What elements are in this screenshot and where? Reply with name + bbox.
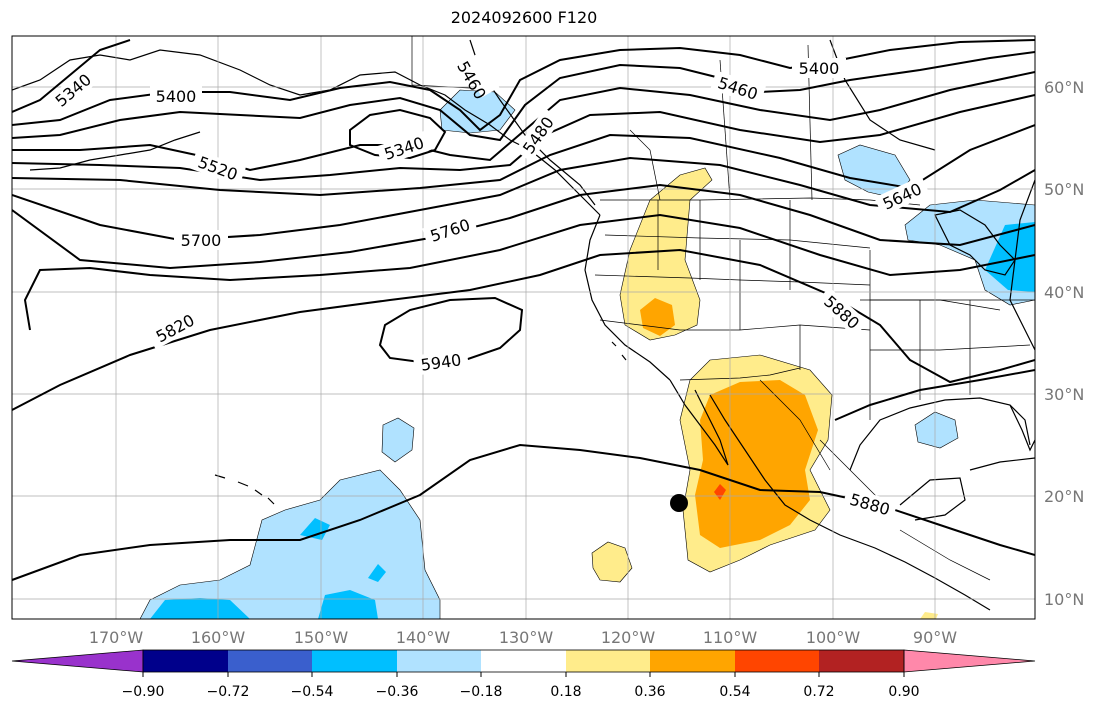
negative-anomaly-pacific-core1: [150, 598, 250, 619]
positive-anomaly-edge: [920, 612, 938, 619]
colorbar-tick-label: −0.54: [291, 684, 334, 700]
lon-label: 160°W: [191, 628, 246, 647]
colorbar-segment: [228, 650, 312, 672]
negative-anomaly-pacific-core2: [318, 590, 378, 619]
positive-anomaly-small: [591, 541, 633, 583]
colorbar-segment: [566, 650, 650, 672]
lat-label: 60°N: [1044, 78, 1084, 97]
contour-5760: [12, 183, 1035, 270]
lat-label: 10°N: [1044, 590, 1084, 609]
contour-label: 5400: [156, 87, 197, 106]
negative-anomaly-pacific-core3: [300, 518, 330, 540]
yucatan: [899, 477, 966, 521]
contour-5880-east: [834, 369, 1035, 421]
contour-5340-left: [12, 39, 131, 113]
negative-anomaly-pacific: [139, 469, 441, 619]
aleutians: [29, 131, 201, 171]
colorbar-segment: [481, 650, 566, 672]
colorbar-segment: [650, 650, 735, 672]
colorbar-tick-label: −0.18: [460, 684, 503, 700]
gulf-coast: [849, 397, 1031, 471]
lon-label: 170°W: [89, 628, 144, 647]
negative-anomaly-alaska: [439, 89, 516, 134]
lat-label: 50°N: [1044, 180, 1084, 199]
colorbar-segment: [312, 650, 397, 672]
colorbar-tick-label: 0.18: [550, 684, 581, 700]
mexico-pacific-coast: [709, 394, 991, 611]
colorbar-tick-label: −0.90: [122, 684, 165, 700]
lon-label: 120°W: [601, 628, 656, 647]
colorbar-tick-label: −0.72: [207, 684, 250, 700]
contour-5460: [12, 51, 1035, 142]
coastlines: [12, 39, 1035, 611]
map-frame: [11, 35, 1036, 620]
colorbar-tick-label: 0.72: [803, 684, 834, 700]
lat-label: 30°N: [1044, 385, 1084, 404]
negative-anomaly-greatlakes-core: [985, 222, 1035, 292]
colorbar-segment: [819, 650, 904, 672]
cuba: [969, 457, 1035, 471]
colorbar-segment: [735, 650, 819, 672]
lat-label: 20°N: [1044, 487, 1084, 506]
colorbar-tick-label: −0.36: [376, 684, 419, 700]
latitude-labels: 60°N 50°N 40°N 30°N 20°N 10°N: [1044, 78, 1084, 609]
great-lakes: [934, 209, 1016, 276]
colorbar-segment: [143, 650, 228, 672]
longitude-labels: 170°W 160°W 150°W 140°W 130°W 120°W 110°…: [89, 628, 957, 647]
colorbar-tick-label: 0.36: [634, 684, 665, 700]
colorbar-tick-label: 0.90: [888, 684, 919, 700]
contour-5880: [12, 248, 1035, 411]
contour-5340-low: [349, 108, 447, 160]
negative-anomaly-small: [381, 417, 415, 463]
contour-label: 5700: [181, 231, 222, 250]
colorbar-extend-high: [903, 649, 1036, 673]
alaska-coast: [12, 49, 601, 216]
us-west-coast: [584, 214, 671, 381]
colorbar-tick-label: 0.54: [719, 684, 750, 700]
storm-center-dot: [670, 494, 688, 512]
colorbar-extend-low: [11, 649, 144, 673]
negative-anomaly-pacific-core4: [368, 564, 386, 582]
hawaii: [214, 474, 275, 505]
east-coast: [1009, 179, 1035, 351]
map-layers: [12, 36, 1035, 619]
lon-label: 110°W: [703, 628, 758, 647]
positive-anomaly-westcoast-core: [640, 298, 675, 336]
lat-label: 40°N: [1044, 283, 1084, 302]
graticule: [12, 36, 1035, 619]
lon-label: 140°W: [396, 628, 451, 647]
colorbar: −0.90 −0.72 −0.54 −0.36 −0.18 0.18 0.36 …: [11, 649, 1036, 700]
lon-label: 150°W: [294, 628, 349, 647]
lon-label: 90°W: [913, 628, 957, 647]
anomaly-fill-layer: [139, 89, 1035, 619]
positive-anomaly-westcoast: [619, 167, 713, 341]
map-title: 2024092600 F120: [450, 8, 598, 27]
lon-label: 100°W: [806, 628, 861, 647]
contour-5820: [23, 213, 1035, 331]
florida: [1009, 404, 1035, 452]
baja-coast: [669, 379, 729, 466]
colorbar-segment: [397, 650, 481, 672]
contour-label: 5400: [799, 59, 840, 78]
revillagigedo: [611, 341, 627, 361]
lon-label: 130°W: [499, 628, 554, 647]
